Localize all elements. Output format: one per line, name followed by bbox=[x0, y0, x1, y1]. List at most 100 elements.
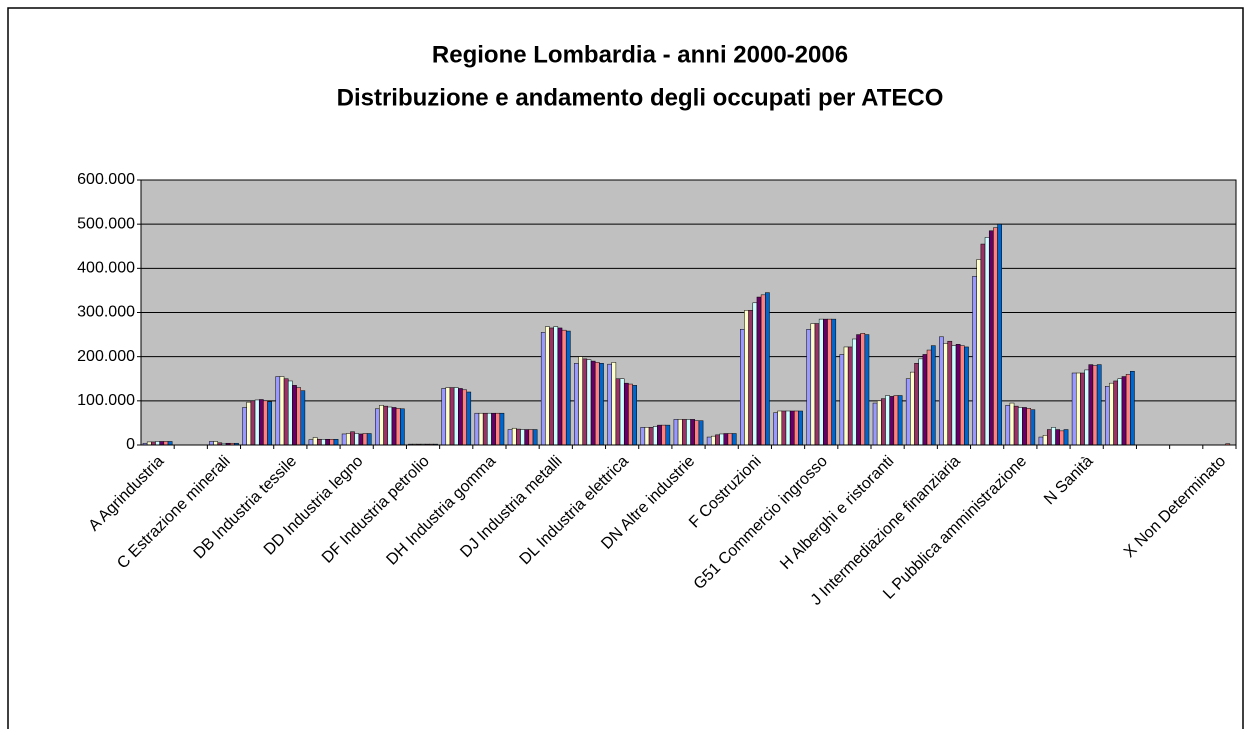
bar bbox=[1059, 430, 1065, 446]
bar bbox=[744, 310, 749, 446]
bar bbox=[1125, 374, 1131, 446]
bar bbox=[810, 323, 816, 446]
bar bbox=[789, 410, 795, 446]
bar bbox=[478, 412, 484, 446]
bar bbox=[362, 433, 368, 446]
bar bbox=[876, 400, 882, 446]
x-tick-label: H Alberghi e ristoranti bbox=[777, 453, 897, 573]
bar bbox=[159, 441, 165, 446]
bar bbox=[1105, 386, 1110, 446]
bar bbox=[964, 346, 969, 446]
bar bbox=[657, 424, 662, 446]
bar bbox=[321, 439, 326, 446]
bar bbox=[495, 412, 501, 446]
bar bbox=[507, 429, 513, 446]
bar bbox=[727, 433, 733, 446]
bar bbox=[661, 424, 666, 446]
bar bbox=[930, 345, 936, 446]
bar bbox=[843, 346, 849, 446]
bar bbox=[445, 387, 451, 446]
bar bbox=[615, 378, 621, 446]
bar bbox=[395, 408, 401, 446]
bar bbox=[839, 354, 845, 446]
bar bbox=[686, 419, 691, 446]
bar bbox=[785, 410, 791, 446]
y-tick-label: 600.000 bbox=[77, 171, 135, 188]
bar bbox=[752, 302, 758, 446]
bar bbox=[690, 419, 696, 446]
bar bbox=[1076, 372, 1081, 446]
bar bbox=[1109, 382, 1114, 446]
bar bbox=[955, 344, 961, 446]
x-tick-label: N Sanità bbox=[1041, 453, 1096, 508]
bar bbox=[375, 408, 380, 446]
bar bbox=[466, 391, 472, 446]
bar bbox=[474, 412, 480, 446]
bar bbox=[1080, 372, 1085, 446]
bar bbox=[976, 259, 982, 446]
bar bbox=[665, 424, 671, 446]
bar bbox=[1096, 364, 1102, 446]
bar bbox=[823, 318, 828, 446]
bar bbox=[831, 318, 837, 446]
bar bbox=[628, 383, 633, 446]
bar bbox=[1026, 408, 1031, 446]
bar bbox=[586, 359, 592, 446]
bar bbox=[287, 380, 293, 446]
bar bbox=[1092, 365, 1098, 446]
bar bbox=[922, 354, 928, 446]
bar bbox=[893, 395, 899, 446]
bar bbox=[1017, 407, 1023, 446]
bar bbox=[897, 395, 903, 446]
bar bbox=[794, 410, 799, 446]
bar bbox=[711, 435, 716, 446]
bar bbox=[619, 378, 625, 446]
bar bbox=[250, 400, 256, 446]
bar bbox=[329, 439, 335, 446]
bar bbox=[993, 227, 998, 446]
bar bbox=[553, 326, 559, 446]
bar bbox=[652, 426, 658, 446]
bar bbox=[1013, 405, 1019, 446]
bar bbox=[781, 410, 787, 446]
bar bbox=[1084, 369, 1090, 446]
bar bbox=[462, 389, 467, 446]
x-tick-label: G51 Commercio ingrosso bbox=[691, 453, 831, 593]
bar bbox=[1009, 402, 1015, 446]
bar bbox=[943, 343, 948, 446]
bar bbox=[267, 401, 272, 446]
bar bbox=[648, 427, 654, 446]
bar bbox=[1113, 380, 1119, 446]
bar bbox=[1071, 372, 1077, 446]
bar bbox=[254, 399, 260, 446]
bar bbox=[632, 385, 637, 446]
bar bbox=[607, 363, 612, 446]
bar bbox=[765, 292, 770, 446]
bar bbox=[719, 433, 725, 446]
bar bbox=[885, 395, 890, 446]
bar bbox=[391, 407, 397, 446]
bar bbox=[947, 340, 953, 446]
bar bbox=[914, 363, 919, 446]
bar bbox=[279, 376, 285, 446]
y-tick-label: 200.000 bbox=[77, 348, 135, 365]
bar bbox=[951, 345, 957, 446]
bar bbox=[263, 400, 268, 446]
bar bbox=[856, 334, 861, 446]
bar bbox=[565, 330, 571, 446]
bar bbox=[1117, 378, 1123, 446]
bar bbox=[316, 439, 322, 446]
bar bbox=[458, 388, 463, 446]
bar bbox=[1121, 376, 1127, 446]
bar bbox=[491, 412, 496, 446]
bar bbox=[292, 385, 297, 446]
bar bbox=[847, 346, 853, 446]
y-tick-label: 300.000 bbox=[77, 304, 135, 321]
bar bbox=[242, 407, 247, 446]
bar bbox=[760, 294, 766, 446]
bar bbox=[350, 431, 355, 446]
bar bbox=[578, 356, 583, 446]
bar bbox=[341, 433, 347, 446]
bar bbox=[300, 390, 306, 446]
